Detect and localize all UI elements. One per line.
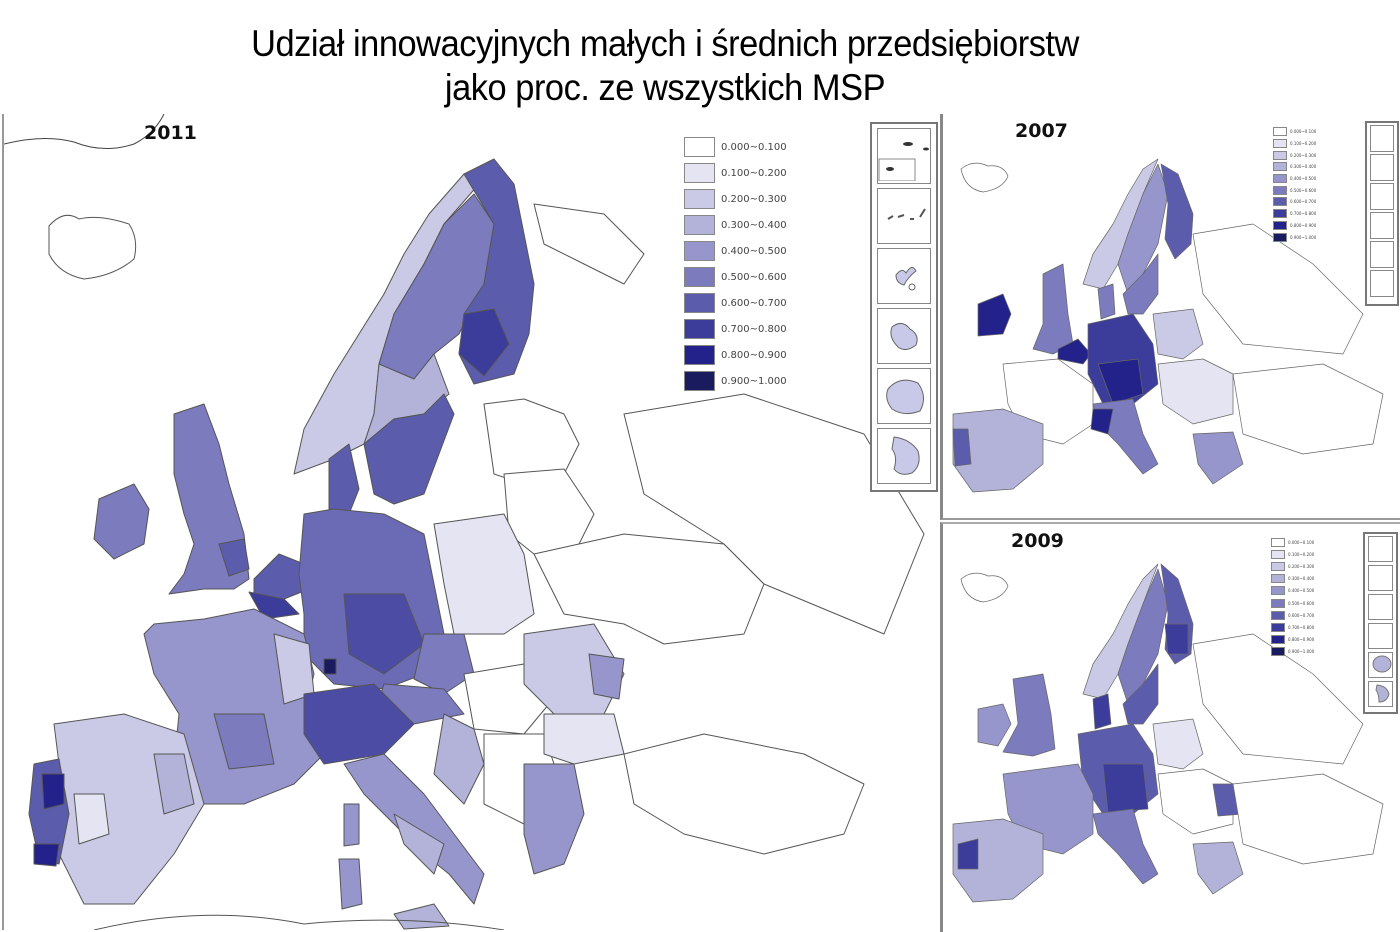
page-title: Udział innowacyjnych małych i średnich p… xyxy=(47,22,1284,110)
legend-item: 0.200~0.300 xyxy=(1273,149,1316,161)
inset-reunion xyxy=(1370,241,1394,268)
legend-swatch xyxy=(1273,127,1287,137)
legend-item: 0.000~0.100 xyxy=(684,134,787,160)
legend-swatch xyxy=(684,137,715,157)
legend-item: 0.900~1.000 xyxy=(1271,646,1314,658)
legend-item: 0.400~0.500 xyxy=(684,238,787,264)
legend-item: 0.800~0.900 xyxy=(684,342,787,368)
inset-canary-islands xyxy=(877,128,931,184)
map-2011-canvas xyxy=(4,114,925,930)
year-label-2011: 2011 xyxy=(144,122,197,144)
legend-swatch xyxy=(1273,209,1287,219)
map-2009: 2009 0.000~0.100 0.100~0.200 0.200~0.300… xyxy=(940,522,1400,932)
map-2009-canvas xyxy=(952,563,1384,903)
legend-item: 0.300~0.400 xyxy=(1271,573,1314,585)
legend-item: 0.900~1.000 xyxy=(1273,231,1316,243)
year-label-2007: 2007 xyxy=(1015,120,1068,142)
legend-item: 0.200~0.300 xyxy=(684,186,787,212)
legend-swatch xyxy=(1271,647,1285,657)
legend-item: 0.100~0.200 xyxy=(1271,548,1314,560)
legend-swatch xyxy=(1273,139,1287,149)
inset-martinique xyxy=(877,308,931,364)
legend-item: 0.300~0.400 xyxy=(684,212,787,238)
legend-swatch xyxy=(1271,598,1285,608)
legend-item: 0.400~0.500 xyxy=(1271,585,1314,597)
legend-swatch xyxy=(1271,561,1285,571)
title-line-2: jako proc. ze wszystkich MSP xyxy=(444,67,886,108)
inset-guadeloupe xyxy=(1368,594,1393,620)
legend-item: 0.100~0.200 xyxy=(684,160,787,186)
legend-item: 0.900~1.000 xyxy=(684,368,787,394)
inset-reunion xyxy=(1368,652,1393,678)
inset-madeira xyxy=(1370,154,1394,181)
inset-martinique xyxy=(1370,212,1394,239)
legend-swatch xyxy=(684,319,715,339)
inset-madeira xyxy=(1368,565,1393,591)
legend-swatch xyxy=(684,189,715,209)
legend-2007: 0.000~0.100 0.100~0.200 0.200~0.300 0.30… xyxy=(1273,126,1316,243)
legend-item: 0.000~0.100 xyxy=(1273,126,1316,138)
inset-guadeloupe xyxy=(1370,183,1394,210)
legend-swatch xyxy=(684,293,715,313)
legend-item: 0.800~0.900 xyxy=(1273,220,1316,232)
legend-swatch xyxy=(1271,574,1285,584)
legend-item: 0.600~0.700 xyxy=(1271,609,1314,621)
legend-item: 0.500~0.600 xyxy=(1271,597,1314,609)
inset-canary-islands xyxy=(1370,125,1394,152)
legend-item: 0.200~0.300 xyxy=(1271,560,1314,572)
inset-reunion xyxy=(877,368,931,424)
inset-panel-2009 xyxy=(1363,532,1398,714)
legend-swatch xyxy=(1271,635,1285,645)
map-2007-canvas xyxy=(952,158,1384,493)
inset-french-guiana xyxy=(877,428,931,484)
inset-madeira xyxy=(877,188,931,244)
legend-swatch xyxy=(684,163,715,183)
legend-swatch xyxy=(1271,549,1285,559)
legend-swatch xyxy=(1273,162,1287,172)
legend-item: 0.500~0.600 xyxy=(684,264,787,290)
legend-2009: 0.000~0.100 0.100~0.200 0.200~0.300 0.30… xyxy=(1271,536,1314,658)
legend-item: 0.600~0.700 xyxy=(684,290,787,316)
legend-2011: 0.000~0.100 0.100~0.200 0.200~0.300 0.30… xyxy=(684,134,787,394)
legend-item: 0.500~0.600 xyxy=(1273,184,1316,196)
legend-item: 0.400~0.500 xyxy=(1273,173,1316,185)
legend-swatch xyxy=(1273,232,1287,242)
legend-swatch xyxy=(1271,610,1285,620)
map-2011: 2011 0.000~0.100 0.100~0.200 0.200~0.300… xyxy=(2,114,940,930)
legend-item: 0.700~0.800 xyxy=(1273,208,1316,220)
legend-swatch xyxy=(1271,537,1285,547)
map-2007: 2007 0.000~0.100 0.100~0.200 0.200~0.300… xyxy=(940,114,1400,520)
legend-swatch xyxy=(684,371,715,391)
inset-canary-islands xyxy=(1368,536,1393,562)
inset-martinique xyxy=(1368,623,1393,649)
inset-panel-2011 xyxy=(870,122,938,492)
legend-item: 0.100~0.200 xyxy=(1273,138,1316,150)
legend-item: 0.600~0.700 xyxy=(1273,196,1316,208)
legend-swatch xyxy=(1273,185,1287,195)
inset-french-guiana xyxy=(1368,681,1393,707)
legend-swatch xyxy=(684,345,715,365)
inset-french-guiana xyxy=(1370,270,1394,297)
legend-item: 0.000~0.100 xyxy=(1271,536,1314,548)
legend-swatch xyxy=(1273,174,1287,184)
legend-swatch xyxy=(684,241,715,261)
legend-swatch xyxy=(684,267,715,287)
legend-swatch xyxy=(684,215,715,235)
legend-item: 0.300~0.400 xyxy=(1273,161,1316,173)
legend-swatch xyxy=(1273,220,1287,230)
legend-swatch xyxy=(1271,586,1285,596)
legend-swatch xyxy=(1271,622,1285,632)
legend-item: 0.800~0.900 xyxy=(1271,634,1314,646)
inset-guadeloupe xyxy=(877,248,931,304)
inset-panel-2007 xyxy=(1365,121,1399,306)
legend-swatch xyxy=(1273,197,1287,207)
title-line-1: Udział innowacyjnych małych i średnich p… xyxy=(251,23,1079,64)
legend-swatch xyxy=(1273,150,1287,160)
legend-item: 0.700~0.800 xyxy=(1271,621,1314,633)
legend-item: 0.700~0.800 xyxy=(684,316,787,342)
year-label-2009: 2009 xyxy=(1011,530,1064,552)
